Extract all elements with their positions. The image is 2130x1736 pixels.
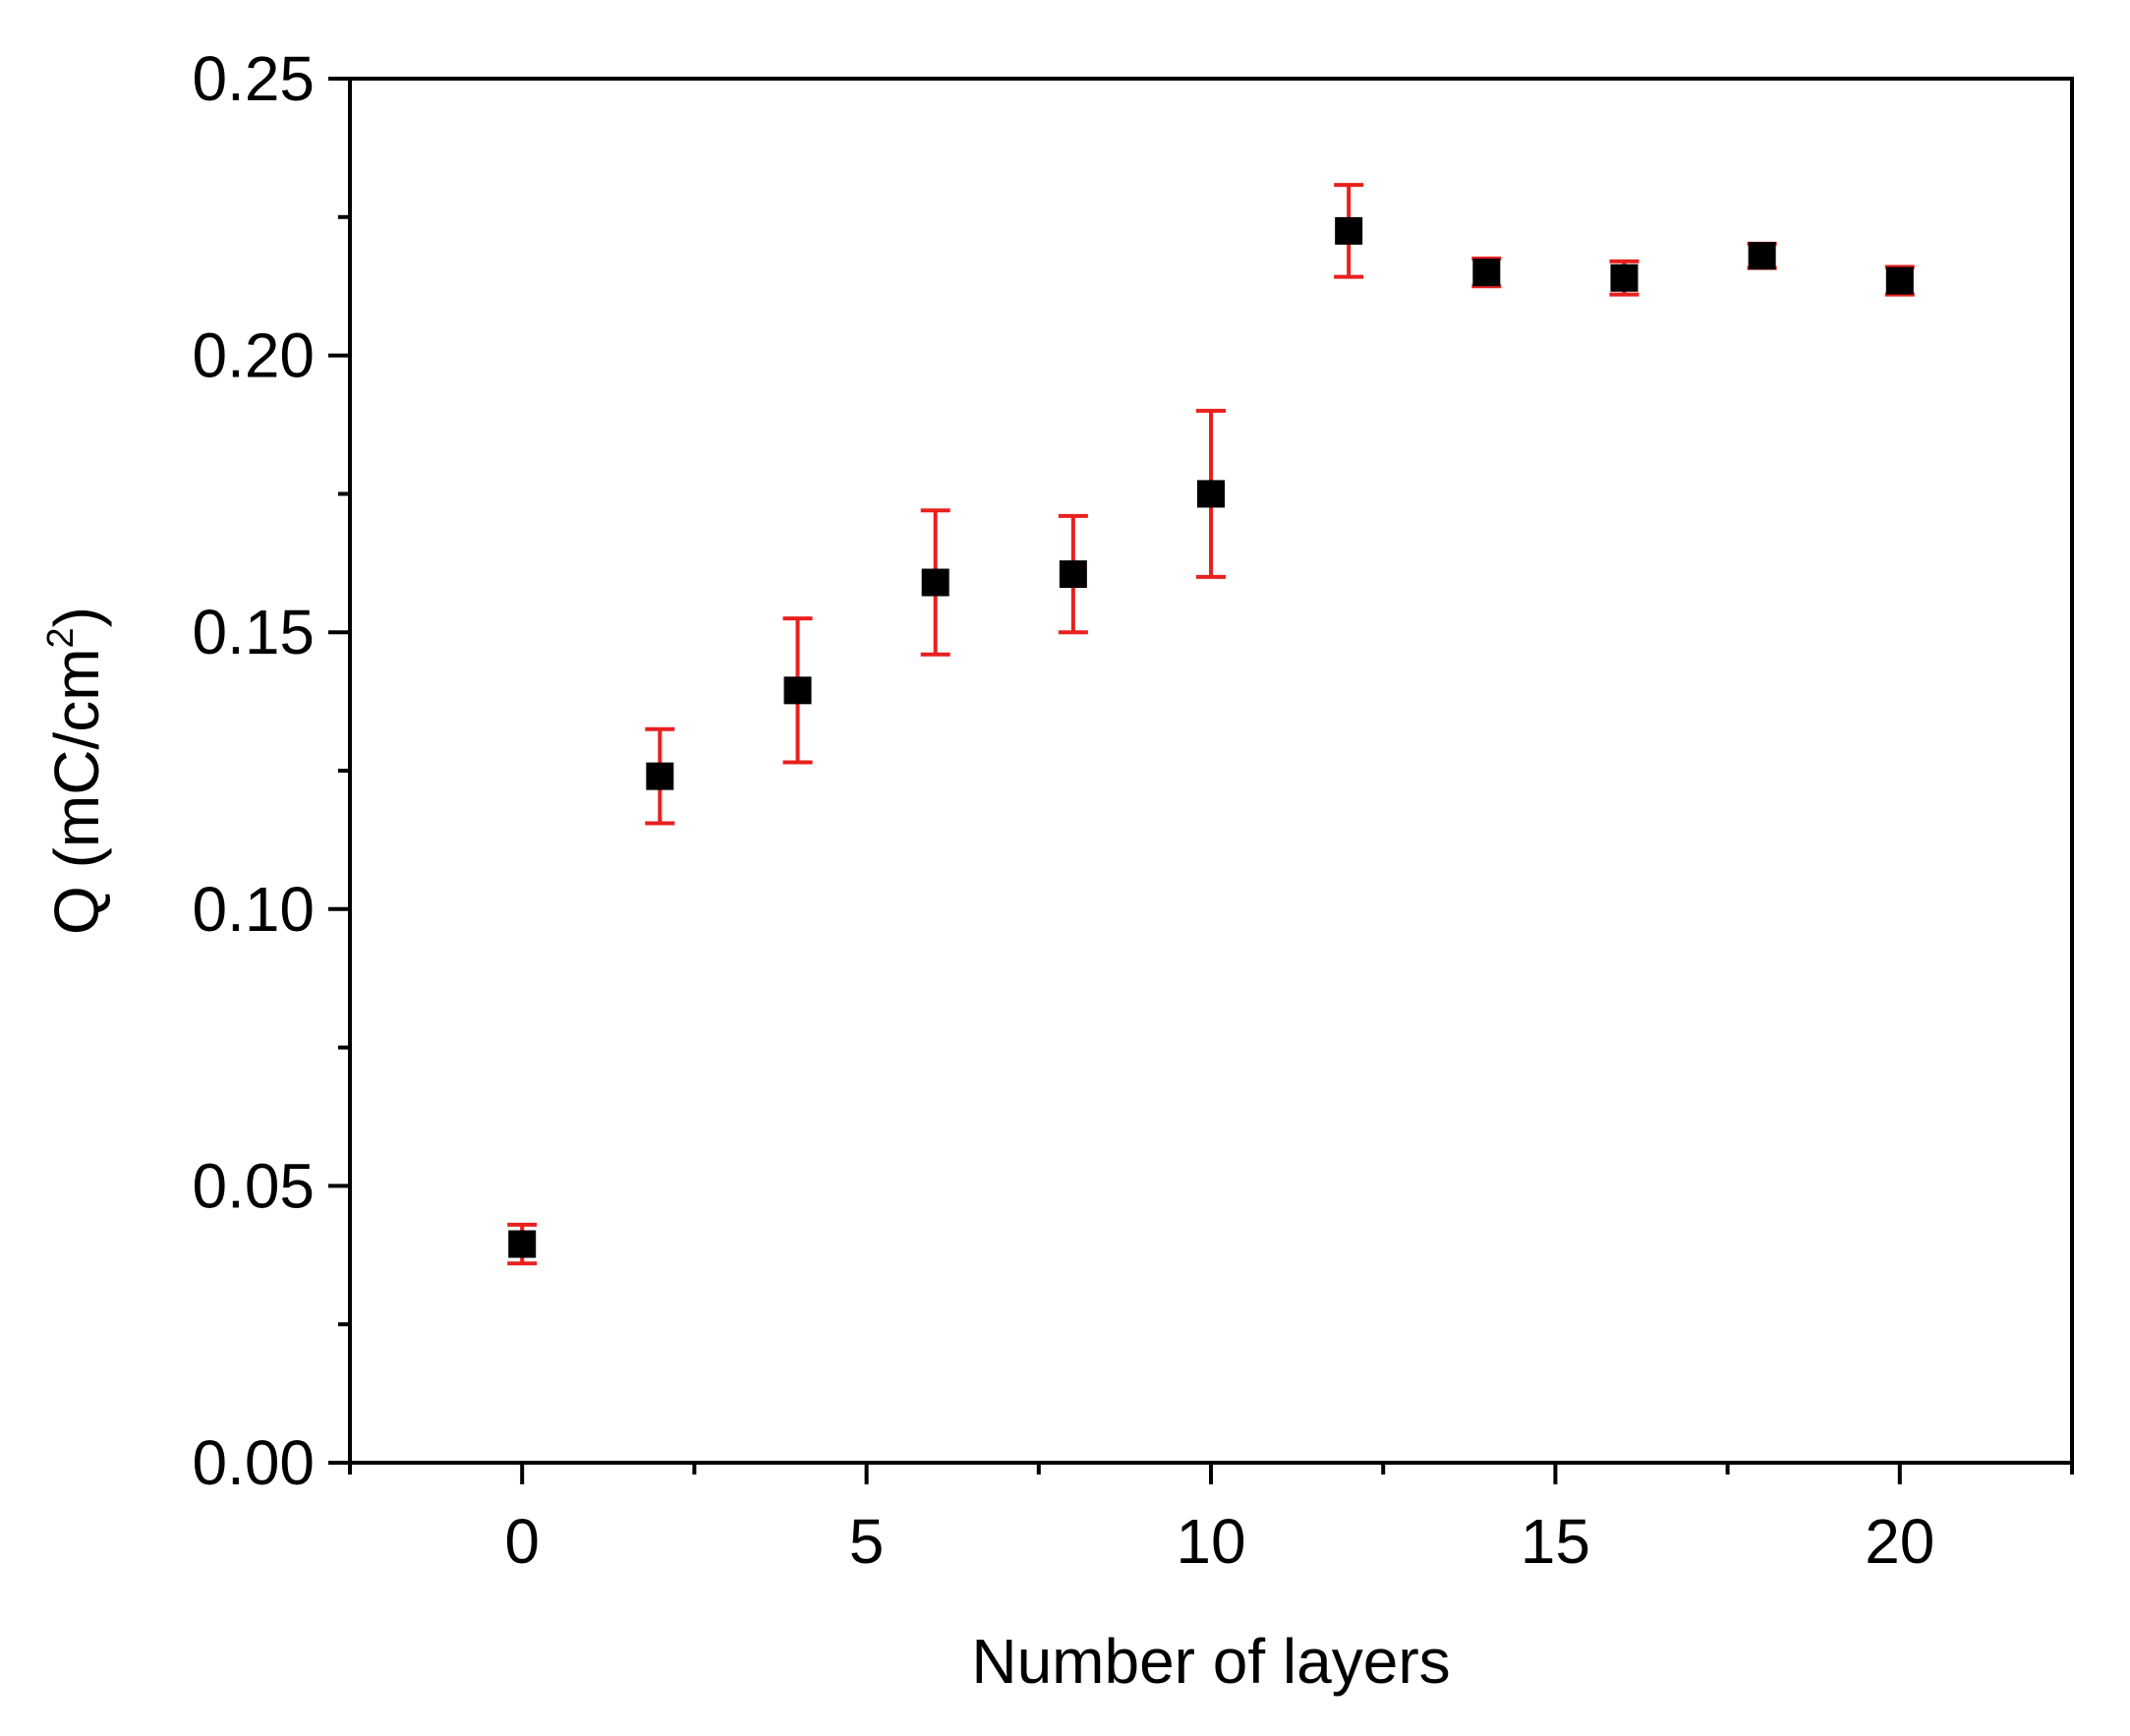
y-axis-label-superscript: 2 <box>40 627 82 648</box>
y-tick-label: 0.15 <box>192 597 315 667</box>
data-point <box>783 676 812 705</box>
data-point <box>1610 263 1639 292</box>
data-point <box>1748 242 1776 270</box>
data-point <box>1059 560 1087 589</box>
x-tick-label: 10 <box>1176 1506 1245 1577</box>
x-axis-ticks: 0 5 10 15 20 <box>348 1463 2074 1577</box>
y-axis-ticks: 0.00 0.05 0.10 0.15 0.20 0.25 <box>192 43 350 1498</box>
data-point <box>921 568 950 597</box>
x-tick-label: 20 <box>1865 1506 1934 1577</box>
data-point <box>1335 216 1363 245</box>
y-axis-label-main: Q (mC/cm <box>41 648 112 935</box>
y-tick-label: 0.00 <box>192 1427 315 1498</box>
y-tick-label: 0.05 <box>192 1150 315 1221</box>
data-point <box>1197 480 1225 508</box>
data-point <box>1885 266 1914 295</box>
error-bars <box>507 183 1915 1266</box>
y-tick-label: 0.10 <box>192 874 315 945</box>
y-tick-label: 0.20 <box>192 320 315 391</box>
data-point <box>508 1230 537 1258</box>
x-axis-label: Number of layers <box>971 1626 1450 1697</box>
x-tick-label: 0 <box>504 1506 540 1577</box>
x-tick-label: 5 <box>849 1506 885 1577</box>
plot-frame <box>348 77 2074 1465</box>
data-markers <box>508 216 1914 1258</box>
data-point <box>1472 259 1501 287</box>
x-tick-label: 15 <box>1521 1506 1590 1577</box>
y-axis-label-end: ) <box>41 607 112 627</box>
y-tick-label: 0.25 <box>192 43 315 114</box>
data-point <box>646 762 674 790</box>
y-axis-label: Q (mC/cm2) <box>40 607 112 935</box>
